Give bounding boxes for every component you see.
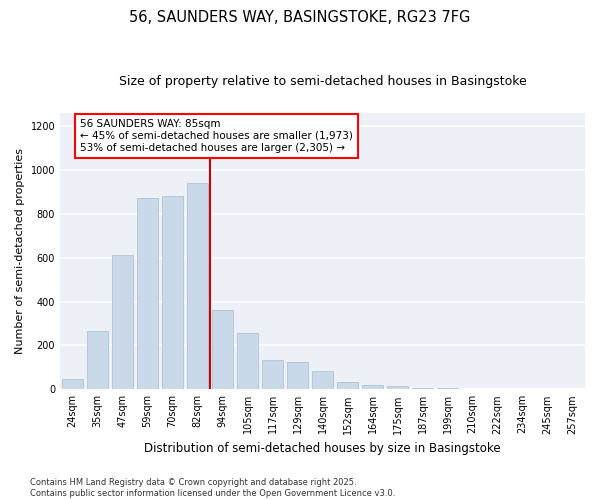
Text: Contains HM Land Registry data © Crown copyright and database right 2025.
Contai: Contains HM Land Registry data © Crown c… bbox=[30, 478, 395, 498]
Bar bbox=[387, 386, 408, 390]
Bar bbox=[462, 388, 483, 390]
Bar bbox=[187, 183, 208, 390]
Bar bbox=[312, 370, 333, 390]
Bar bbox=[287, 362, 308, 390]
Bar bbox=[87, 331, 108, 390]
Bar bbox=[137, 198, 158, 390]
Text: 56 SAUNDERS WAY: 85sqm
← 45% of semi-detached houses are smaller (1,973)
53% of : 56 SAUNDERS WAY: 85sqm ← 45% of semi-det… bbox=[80, 120, 353, 152]
Bar bbox=[437, 388, 458, 390]
Bar bbox=[262, 360, 283, 390]
Bar bbox=[162, 196, 183, 390]
Bar bbox=[62, 380, 83, 390]
X-axis label: Distribution of semi-detached houses by size in Basingstoke: Distribution of semi-detached houses by … bbox=[144, 442, 501, 455]
Bar bbox=[237, 334, 258, 390]
Bar bbox=[362, 385, 383, 390]
Y-axis label: Number of semi-detached properties: Number of semi-detached properties bbox=[15, 148, 25, 354]
Text: 56, SAUNDERS WAY, BASINGSTOKE, RG23 7FG: 56, SAUNDERS WAY, BASINGSTOKE, RG23 7FG bbox=[130, 10, 470, 25]
Bar bbox=[487, 388, 508, 390]
Bar bbox=[337, 382, 358, 390]
Bar bbox=[112, 256, 133, 390]
Bar bbox=[212, 310, 233, 390]
Bar bbox=[412, 388, 433, 390]
Title: Size of property relative to semi-detached houses in Basingstoke: Size of property relative to semi-detach… bbox=[119, 75, 526, 88]
